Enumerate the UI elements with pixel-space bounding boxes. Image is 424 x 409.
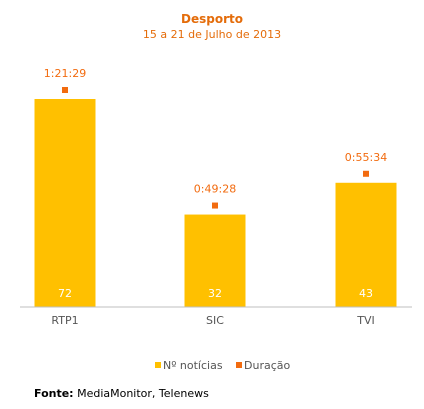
bars-group: 72 1:21:29 32 0:49:28 43 0:55:34 [34, 67, 397, 307]
source-label: Fonte: [34, 387, 74, 400]
duration-value-label: 1:21:29 [44, 67, 86, 80]
duration-marker [212, 202, 218, 209]
duration-marker [62, 87, 68, 93]
duration-value-label: 0:49:28 [194, 183, 236, 196]
chart-svg: Desporto 15 a 21 de Julho de 2013 72 1:21… [20, 12, 412, 372]
legend-label-duracao: Duração [244, 359, 290, 372]
source-text: MediaMonitor, Telenews [77, 387, 209, 400]
source-note: Fonte: MediaMonitor, Telenews [34, 387, 209, 400]
chart-title: Desporto [181, 12, 243, 26]
legend: Nº notícias Duração [155, 359, 290, 372]
x-tick-label: RTP1 [51, 314, 78, 327]
x-tick-label: TVI [356, 314, 375, 327]
bar-sic [184, 214, 246, 307]
bar-value-label: 72 [58, 287, 72, 300]
duration-value-label: 0:55:34 [345, 151, 387, 164]
bar-value-label: 32 [208, 287, 222, 300]
x-tick-labels: RTP1 SIC TVI [51, 314, 374, 327]
x-tick-label: SIC [206, 314, 224, 327]
chart-subtitle: 15 a 21 de Julho de 2013 [143, 28, 281, 41]
legend-swatch-noticias [155, 362, 161, 368]
legend-label-noticias: Nº notícias [163, 359, 223, 372]
legend-swatch-duracao [236, 362, 242, 368]
bar-tvi [335, 182, 397, 307]
bar-value-label: 43 [359, 287, 373, 300]
bar-rtp1 [34, 99, 96, 307]
duration-marker [363, 170, 369, 177]
